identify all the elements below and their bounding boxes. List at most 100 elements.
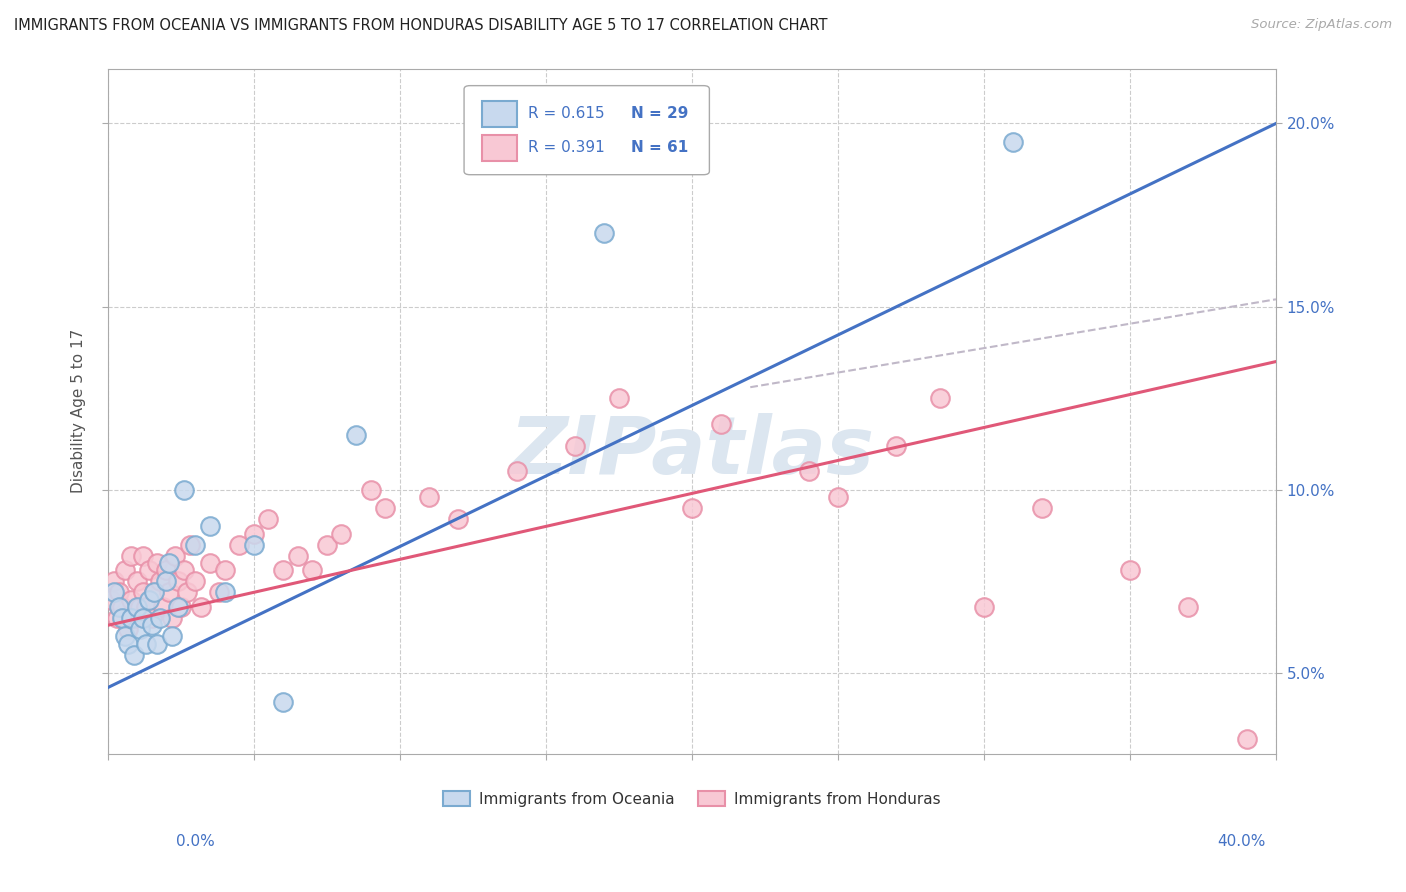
Point (114, 629, 136, 643)
Point (505, 465, 527, 479)
Point (607, 391, 630, 405)
Point (170, 599, 193, 614)
Point (564, 439, 586, 453)
Point (344, 427, 367, 442)
Point (1031, 501, 1053, 516)
Point (146, 556, 169, 570)
Point (138, 563, 160, 577)
Text: 40.0%: 40.0% (1218, 834, 1265, 849)
Point (143, 585, 166, 599)
Point (167, 574, 190, 589)
Text: 0.0%: 0.0% (176, 834, 215, 849)
Point (593, 227, 616, 241)
Point (111, 599, 134, 614)
Point (138, 592, 160, 607)
Point (315, 538, 337, 552)
Point (152, 599, 174, 614)
Point (167, 599, 190, 614)
Point (132, 611, 155, 625)
Point (257, 512, 280, 526)
Point (132, 549, 155, 563)
Point (160, 611, 183, 625)
Point (271, 695, 294, 709)
Point (120, 549, 142, 563)
Point (214, 585, 236, 599)
Point (1119, 563, 1142, 577)
Y-axis label: Disability Age 5 to 17: Disability Age 5 to 17 (72, 329, 86, 493)
Point (710, 417, 733, 431)
Point (184, 574, 207, 589)
Text: R = 0.391: R = 0.391 (529, 140, 605, 155)
Point (149, 574, 172, 589)
Point (198, 556, 221, 570)
Point (179, 538, 201, 552)
Text: N = 29: N = 29 (631, 106, 689, 121)
Point (173, 483, 195, 497)
Point (287, 549, 309, 563)
Point (1236, 731, 1258, 746)
Point (111, 611, 134, 625)
Point (301, 563, 323, 577)
Point (122, 611, 145, 625)
Point (681, 501, 703, 516)
Point (114, 563, 136, 577)
Point (184, 538, 207, 552)
Point (128, 622, 150, 636)
Point (271, 563, 294, 577)
Point (360, 483, 382, 497)
Point (173, 563, 195, 577)
Point (418, 490, 440, 504)
Point (190, 599, 212, 614)
Text: R = 0.615: R = 0.615 (529, 106, 605, 121)
Point (122, 648, 145, 662)
Point (135, 599, 157, 614)
Point (100, 592, 122, 607)
Point (103, 585, 125, 599)
Point (374, 501, 396, 516)
Point (163, 549, 186, 563)
Point (125, 599, 148, 614)
Point (117, 622, 139, 636)
Point (884, 439, 907, 453)
Point (243, 526, 266, 541)
Point (330, 526, 353, 541)
Point (157, 585, 180, 599)
Text: ZIPatlas: ZIPatlas (509, 413, 875, 491)
Point (929, 391, 952, 405)
Point (243, 538, 266, 552)
Point (141, 618, 163, 632)
Text: N = 61: N = 61 (631, 140, 689, 155)
Point (1002, 135, 1025, 149)
Point (125, 574, 148, 589)
Point (973, 599, 995, 614)
Point (135, 637, 157, 651)
Point (149, 611, 172, 625)
Point (105, 611, 128, 625)
Point (117, 637, 139, 651)
Point (160, 629, 183, 643)
Point (447, 512, 470, 526)
FancyBboxPatch shape (464, 86, 710, 175)
Point (214, 563, 236, 577)
FancyBboxPatch shape (482, 135, 516, 161)
Point (228, 538, 250, 552)
Text: IMMIGRANTS FROM OCEANIA VS IMMIGRANTS FROM HONDURAS DISABILITY AGE 5 TO 17 CORRE: IMMIGRANTS FROM OCEANIA VS IMMIGRANTS FR… (14, 18, 828, 33)
Point (1177, 599, 1199, 614)
Point (157, 556, 180, 570)
Point (143, 585, 166, 599)
Text: Source: ZipAtlas.com: Source: ZipAtlas.com (1251, 18, 1392, 31)
Point (108, 599, 131, 614)
Point (208, 585, 231, 599)
Point (176, 585, 198, 599)
Point (103, 574, 125, 589)
Point (146, 637, 169, 651)
Point (797, 465, 820, 479)
FancyBboxPatch shape (482, 101, 516, 127)
Point (155, 574, 177, 589)
Point (108, 585, 131, 599)
Point (132, 585, 155, 599)
Legend: Immigrants from Oceania, Immigrants from Honduras: Immigrants from Oceania, Immigrants from… (434, 783, 949, 814)
Point (120, 611, 142, 625)
Point (827, 490, 849, 504)
Point (198, 519, 221, 533)
